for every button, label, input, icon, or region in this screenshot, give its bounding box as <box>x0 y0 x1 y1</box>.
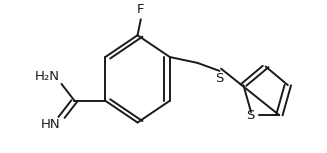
Text: HN: HN <box>40 118 60 131</box>
Text: S: S <box>247 109 255 122</box>
Text: F: F <box>137 3 145 16</box>
Text: S: S <box>215 72 224 85</box>
Text: H₂N: H₂N <box>35 70 60 83</box>
